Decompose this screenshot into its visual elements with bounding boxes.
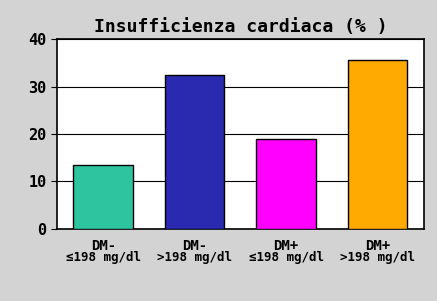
Bar <box>257 139 316 229</box>
Text: ≤198 mg/dl: ≤198 mg/dl <box>249 250 323 264</box>
Text: DM+: DM+ <box>274 239 298 253</box>
Text: DM-: DM- <box>90 239 116 253</box>
Text: ≤198 mg/dl: ≤198 mg/dl <box>66 250 141 264</box>
Text: >198 mg/dl: >198 mg/dl <box>340 250 415 264</box>
Text: >198 mg/dl: >198 mg/dl <box>157 250 232 264</box>
Bar <box>348 61 407 229</box>
Bar <box>165 75 224 229</box>
Title: Insufficienza cardiaca (% ): Insufficienza cardiaca (% ) <box>94 18 387 36</box>
Text: DM+: DM+ <box>365 239 390 253</box>
Text: DM-: DM- <box>182 239 207 253</box>
Bar <box>73 165 133 229</box>
